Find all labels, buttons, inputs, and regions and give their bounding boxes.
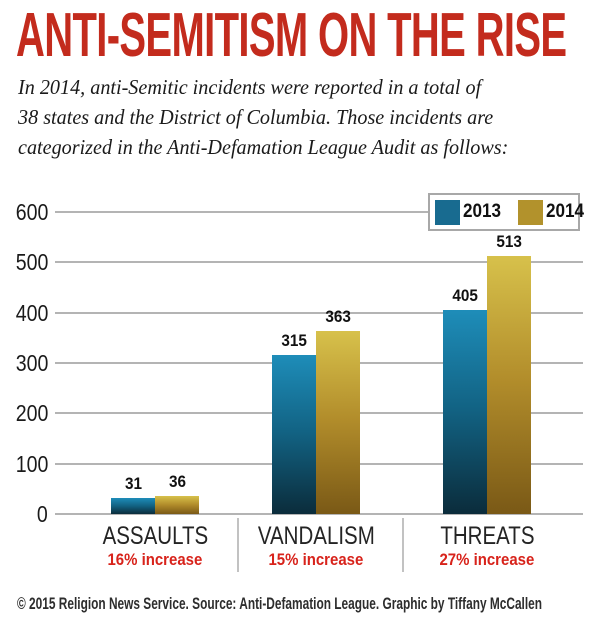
gridline-500 xyxy=(55,261,583,264)
y-axis: 0 100 200 300 400 500 600 xyxy=(0,199,48,527)
y-tick-label-300: 300 xyxy=(15,350,48,376)
category-threats: THREATS 27% increase xyxy=(397,523,577,570)
value-label-2013-assaults: 31 xyxy=(124,474,142,494)
bar-2014-assaults xyxy=(155,495,199,514)
legend-entry-2013: 2013 xyxy=(435,199,505,225)
category-increase-vandalism: 15% increase xyxy=(268,550,364,569)
value-label-2014-assaults: 36 xyxy=(168,471,186,491)
y-tick-label-200: 200 xyxy=(15,400,48,427)
plot-area: 31 315 405 36 363 513 xyxy=(55,211,583,515)
legend-swatch-2013 xyxy=(435,199,460,225)
value-label-2013-threats: 405 xyxy=(452,286,478,306)
category-vandalism: VANDALISM 15% increase xyxy=(226,523,406,570)
category-axis: ASSAULTS 16% increase VANDALISM 15% increas… xyxy=(55,514,583,572)
category-divider-2 xyxy=(402,518,404,572)
y-tick-label-600: 600 xyxy=(15,199,48,225)
category-increase-assaults: 16% increase xyxy=(107,550,203,569)
y-tick-label-100: 100 xyxy=(15,450,48,477)
value-label-2014-vandalism: 363 xyxy=(325,307,351,327)
legend-label-2014: 2014 xyxy=(546,201,585,222)
category-assaults: ASSAULTS 16% increase xyxy=(65,523,245,570)
page-title-text: ANTI-SEMITISM ON THE RISE xyxy=(16,1,567,70)
credit-text: © 2015 Religion News Service. Source: An… xyxy=(17,595,543,613)
bar-2013-vandalism xyxy=(272,355,316,514)
gridline-400 xyxy=(55,311,583,314)
value-label-2013-vandalism: 315 xyxy=(281,331,307,351)
category-label-threats: THREATS xyxy=(439,522,535,550)
value-label-2014-threats: 513 xyxy=(496,231,522,251)
gridline-600 xyxy=(55,211,583,213)
category-label-vandalism: VANDALISM xyxy=(257,522,375,550)
description-line-2: 38 states and the District of Columbia. … xyxy=(18,105,494,129)
bar-2014-threats xyxy=(487,255,531,514)
legend-swatch-2014 xyxy=(518,199,544,225)
legend-label-2013: 2013 xyxy=(463,201,502,222)
category-increase-threats: 27% increase xyxy=(439,550,535,569)
legend-entry-2014: 2014 xyxy=(518,199,588,225)
chart-description: In 2014, anti-Semitic incidents were rep… xyxy=(18,72,529,162)
bar-2013-threats xyxy=(443,310,487,514)
y-tick-label-400: 400 xyxy=(15,299,48,326)
y-tick-label-0: 0 xyxy=(37,501,48,527)
bar-2013-assaults xyxy=(111,498,155,514)
category-divider-1 xyxy=(237,518,239,572)
y-tick-label-500: 500 xyxy=(15,249,48,276)
page-title: ANTI-SEMITISM ON THE RISE xyxy=(16,5,600,67)
gridline-0 xyxy=(55,513,583,515)
description-line-3: categorized in the Anti-Defamation Leagu… xyxy=(18,135,509,159)
legend: 2013 2014 xyxy=(428,193,584,231)
description-line-1: In 2014, anti-Semitic incidents were rep… xyxy=(18,75,482,99)
credit-line: © 2015 Religion News Service. Source: An… xyxy=(17,595,600,614)
bar-2014-vandalism xyxy=(316,331,360,514)
category-label-assaults: ASSAULTS xyxy=(102,522,208,550)
